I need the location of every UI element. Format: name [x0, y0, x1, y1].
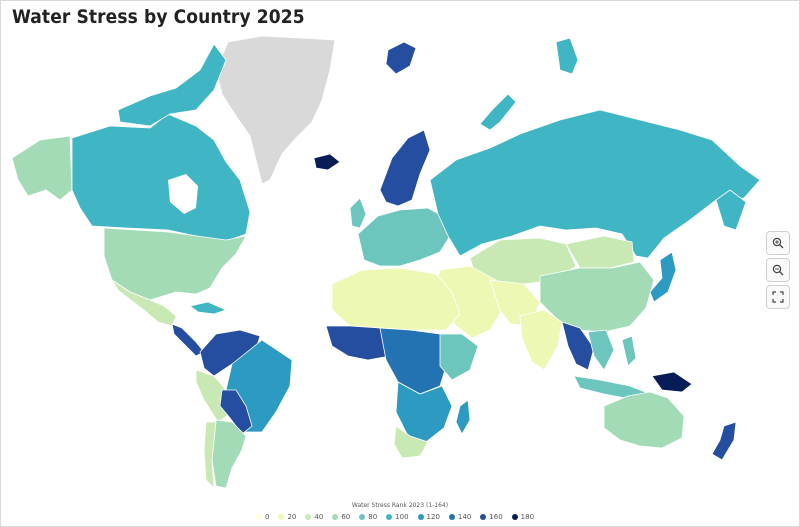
- region-caribbean[interactable]: [189, 301, 228, 315]
- region-png[interactable]: [651, 371, 693, 393]
- region-svalbard[interactable]: [385, 41, 417, 75]
- region-russia[interactable]: [429, 109, 760, 259]
- fullscreen-icon: [772, 291, 784, 303]
- legend-item[interactable]: 40: [305, 513, 323, 521]
- region-arctic-islands[interactable]: [117, 43, 227, 127]
- legend-item[interactable]: 180: [511, 513, 535, 521]
- chart-title: Water Stress by Country 2025: [12, 6, 305, 28]
- region-canada[interactable]: [71, 113, 251, 243]
- region-north-africa[interactable]: [331, 267, 461, 331]
- legend-item[interactable]: 120: [417, 513, 440, 521]
- region-mongolia[interactable]: [565, 235, 635, 269]
- legend-swatch: [511, 514, 518, 520]
- region-australia[interactable]: [603, 391, 685, 449]
- zoom-in-icon: [772, 237, 784, 249]
- legend-item[interactable]: 0: [256, 513, 269, 521]
- fullscreen-button[interactable]: [766, 285, 790, 309]
- legend-swatch: [305, 514, 312, 520]
- legend-swatch: [417, 514, 424, 520]
- legend-title: Water Stress Rank 2023 (1-164): [351, 502, 449, 509]
- region-india[interactable]: [519, 309, 563, 371]
- legend-swatch: [332, 514, 339, 520]
- region-greenland[interactable]: [215, 35, 336, 185]
- legend-swatch: [448, 514, 455, 520]
- legend-swatch: [256, 514, 262, 520]
- region-central-africa[interactable]: [379, 327, 449, 395]
- region-peru[interactable]: [195, 369, 231, 423]
- legend-label: 80: [368, 513, 378, 521]
- legend-label: 40: [314, 513, 324, 521]
- hudson-bay: [168, 174, 198, 214]
- legend-item[interactable]: 60: [332, 513, 350, 521]
- region-southeast-asia[interactable]: [561, 321, 595, 371]
- region-japan[interactable]: [649, 251, 677, 303]
- legend-label: 120: [426, 513, 440, 521]
- region-madagascar[interactable]: [455, 399, 471, 435]
- legend-label: 0: [265, 513, 270, 521]
- legend-label: 20: [287, 513, 297, 521]
- region-severnaya[interactable]: [555, 37, 579, 75]
- legend-label: 60: [341, 513, 351, 521]
- legend-swatch: [480, 514, 487, 520]
- zoom-in-button[interactable]: [766, 231, 790, 255]
- region-central-america[interactable]: [171, 323, 205, 357]
- legend-label: 180: [520, 513, 535, 521]
- region-arctic-russia[interactable]: [479, 93, 517, 131]
- legend-item[interactable]: 20: [278, 513, 296, 521]
- legend-label: 140: [457, 513, 472, 521]
- color-legend: 0 20 40 60 80 100 120 140 160 180: [256, 511, 534, 523]
- region-bolivia[interactable]: [219, 389, 253, 435]
- region-scandinavia[interactable]: [379, 129, 431, 207]
- legend-label: 100: [395, 513, 409, 521]
- region-uk[interactable]: [349, 197, 367, 229]
- region-southern-africa[interactable]: [395, 381, 453, 443]
- region-east-africa[interactable]: [439, 333, 479, 381]
- region-kamchatka[interactable]: [715, 189, 747, 231]
- region-chile[interactable]: [203, 421, 217, 490]
- world-map[interactable]: [0, 30, 760, 490]
- region-south-africa[interactable]: [393, 425, 429, 459]
- region-europe[interactable]: [357, 207, 451, 267]
- zoom-out-icon: [772, 264, 784, 276]
- region-alaska[interactable]: [11, 135, 73, 201]
- region-new-zealand[interactable]: [711, 421, 737, 461]
- legend-swatch: [359, 514, 366, 520]
- zoom-out-button[interactable]: [766, 258, 790, 282]
- region-philippines[interactable]: [621, 335, 637, 367]
- region-iceland[interactable]: [313, 153, 341, 171]
- legend-item[interactable]: 160: [480, 513, 503, 521]
- legend-item[interactable]: 140: [448, 513, 472, 521]
- legend-swatch: [386, 514, 393, 520]
- legend-item[interactable]: 100: [386, 513, 409, 521]
- region-indochina[interactable]: [587, 329, 615, 371]
- legend-item[interactable]: 80: [359, 513, 377, 521]
- legend-swatch: [278, 514, 285, 520]
- legend-label: 160: [489, 513, 503, 521]
